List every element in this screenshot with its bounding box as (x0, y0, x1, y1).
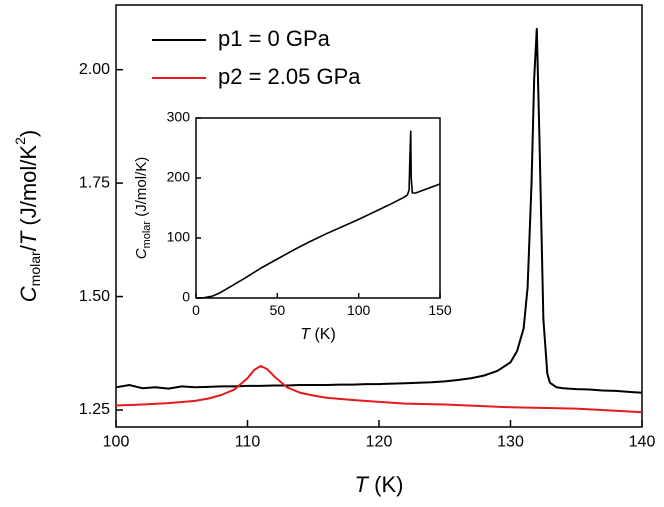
y-tick-label: 2.00 (79, 61, 110, 78)
x-label-part: (K) (368, 472, 403, 497)
x-label-part: (K) (310, 326, 336, 343)
x-tick-label: 120 (366, 433, 393, 450)
inset-x-axis-label: T (K) (300, 326, 336, 343)
x-tick-label: 0 (192, 302, 200, 318)
data-line (115, 364, 643, 414)
y-label-part: / (16, 244, 41, 251)
x-tick-label: 100 (103, 433, 130, 450)
x-label-part: T (355, 472, 370, 497)
y-tick-label: 1.50 (79, 288, 110, 305)
y-tick-label: 1.75 (79, 174, 110, 191)
y-label-part: C (133, 248, 150, 259)
y-label-part: 2 (12, 137, 28, 145)
x-axis-label: T (K) (355, 472, 404, 497)
inset-plot: 0 50 100 150 0 100 200 300 (167, 109, 452, 318)
x-tick-label: 110 (235, 433, 261, 450)
y-tick-label: 200 (167, 169, 191, 185)
y-axis-label: Cmolar/T (J/mol/K2) (12, 130, 43, 302)
y-tick-label: 100 (167, 229, 191, 245)
data-line (115, 27, 643, 394)
y-label-part: T (16, 230, 41, 245)
y-tick-label: 1.25 (79, 401, 110, 418)
inset-y-axis-label: Cmolar (J/mol/K) (133, 157, 153, 260)
x-tick-label: 100 (347, 302, 371, 318)
y-label-part: (J/mol/K) (133, 157, 150, 221)
y-label-part: (J/mol/K (16, 145, 41, 232)
y-label-part: C (16, 286, 41, 302)
y-tick-label: 0 (182, 289, 190, 305)
legend-label: p2 = 2.05 GPa (218, 64, 361, 89)
x-tick-label: 130 (497, 433, 524, 450)
plot-frame (195, 117, 441, 299)
data-line (195, 130, 441, 299)
x-tick-label: 140 (629, 433, 656, 450)
y-label-part: ) (16, 130, 41, 137)
y-label-part: molar (141, 221, 153, 249)
y-label-part: molar (27, 251, 43, 286)
legend-label: p1 = 0 GPa (218, 26, 331, 51)
x-label-part: T (300, 326, 311, 343)
y-tick-label: 300 (167, 109, 191, 125)
x-tick-label: 150 (428, 302, 452, 318)
x-tick-label: 50 (270, 302, 286, 318)
